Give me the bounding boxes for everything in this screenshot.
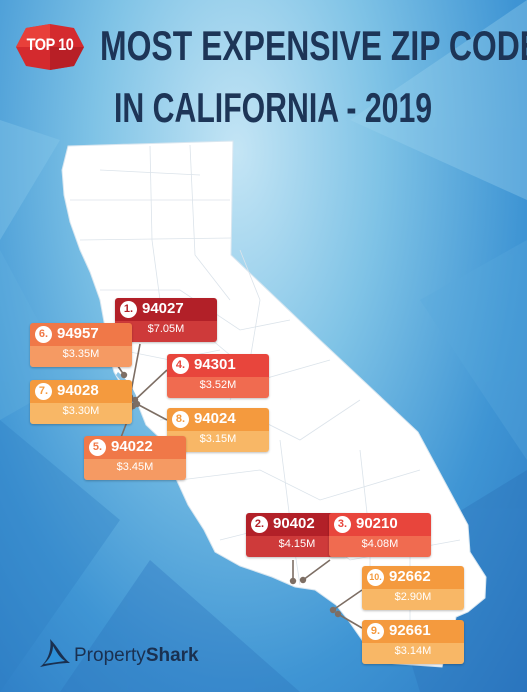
page-title-line1: MOST EXPENSIVE ZIP CODES [100, 22, 527, 69]
badge-label: TOP 10 [26, 35, 74, 54]
zip-code: 94024 [194, 410, 236, 427]
zip-label-4: 4. 94301 $3.52M [167, 354, 269, 398]
zip-label-5: 5. 94022 $3.45M [84, 436, 186, 480]
zip-code: 92662 [389, 568, 431, 585]
zip-label-7: 7. 94028 $3.30M [30, 380, 132, 424]
rank-badge: 4. [172, 357, 189, 374]
badge-shape [16, 24, 84, 70]
zip-code: 94028 [57, 382, 99, 399]
zip-code: 94027 [142, 300, 184, 317]
median-price: $2.90M [394, 591, 432, 603]
shark-fin-icon [40, 639, 70, 667]
rank-badge: 7. [35, 383, 52, 400]
zip-label-6: 6. 94957 $3.35M [30, 323, 132, 367]
top10-badge: TOP 10 [16, 24, 84, 70]
zip-code: 94022 [111, 438, 153, 455]
rank-badge: 2. [251, 516, 268, 533]
zip-label-10: 10. 92662 $2.90M [362, 566, 464, 610]
zip-code: 90210 [356, 515, 398, 532]
median-price: $3.52M [199, 379, 237, 391]
propertyshark-logo: PropertyShark [38, 637, 238, 673]
rank-badge: 3. [334, 516, 351, 533]
rank-badge: 5. [89, 439, 106, 456]
rank-badge: 8. [172, 411, 189, 428]
rank-badge: 1. [120, 301, 137, 318]
median-price: $3.35M [62, 348, 100, 360]
zip-code: 94301 [194, 356, 236, 373]
zip-label-3: 3. 90210 $4.08M [329, 513, 431, 557]
brand-name-part1: Property [74, 645, 146, 666]
median-price: $3.30M [62, 405, 100, 417]
page-title-line2: IN CALIFORNIA - 2019 [114, 84, 433, 131]
zip-label-9: 9. 92661 $3.14M [362, 620, 464, 664]
median-price: $4.15M [278, 538, 316, 550]
median-price: $3.45M [116, 461, 154, 473]
median-price: $3.14M [394, 645, 432, 657]
median-price: $3.15M [199, 433, 237, 445]
brand-name: PropertyShark [74, 645, 199, 667]
rank-badge: 9. [367, 623, 384, 640]
zip-label-1: 1. 94027 $7.05M [115, 298, 217, 342]
median-price: $7.05M [147, 323, 185, 335]
zip-code: 90402 [273, 515, 315, 532]
rank-badge: 10. [367, 569, 384, 586]
zip-code: 92661 [389, 622, 431, 639]
median-price: $4.08M [361, 538, 399, 550]
rank-badge: 6. [35, 326, 52, 343]
brand-name-part2: Shark [145, 645, 199, 666]
zip-code: 94957 [57, 325, 99, 342]
